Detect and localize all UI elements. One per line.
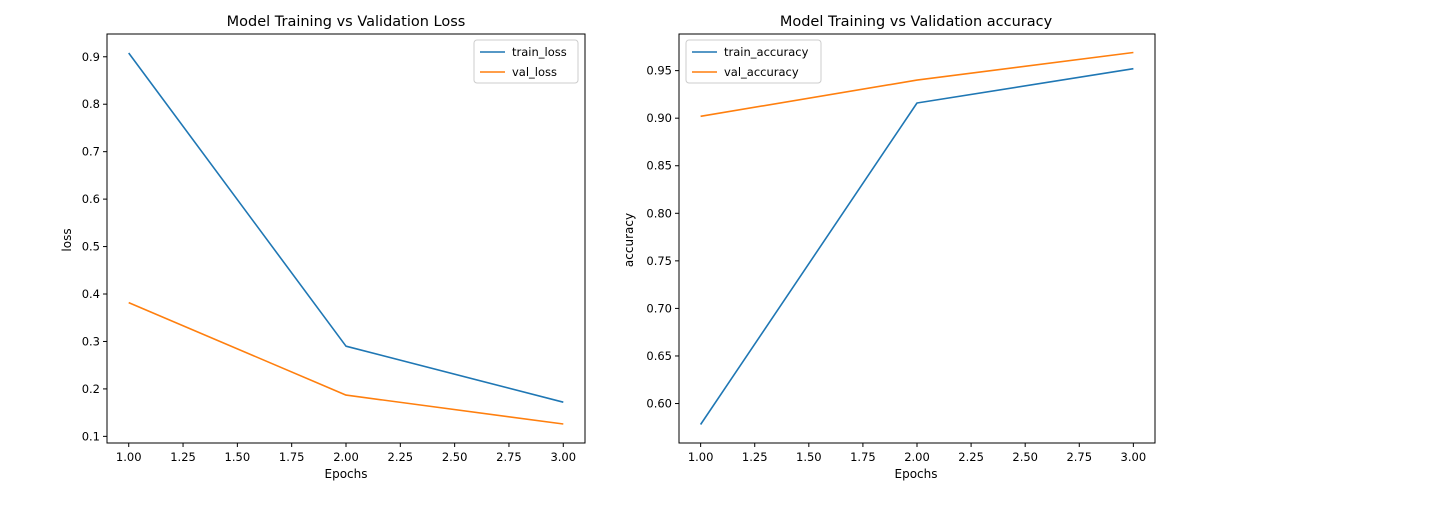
- legend-label: train_accuracy: [724, 45, 809, 59]
- y-tick-label: 0.70: [646, 301, 672, 315]
- series-line-train_accuracy: [699, 67, 1134, 425]
- x-axis-label: Epochs: [895, 467, 938, 481]
- chart-title: Model Training vs Validation accuracy: [780, 14, 1053, 30]
- x-tick-label: 2.25: [958, 450, 984, 464]
- x-axis-label: Epochs: [325, 467, 368, 481]
- chart-title: Model Training vs Validation Loss: [227, 14, 466, 30]
- x-tick-label: 1.50: [225, 450, 251, 464]
- y-tick-label: 0.8: [82, 97, 100, 111]
- x-tick-label: 1.75: [850, 450, 876, 464]
- y-tick-label: 0.5: [82, 240, 100, 254]
- legend-label: train_loss: [512, 45, 567, 59]
- x-tick-label: 2.75: [1066, 450, 1092, 464]
- x-tick-label: 1.50: [796, 450, 822, 464]
- x-tick-label: 1.00: [116, 450, 142, 464]
- y-tick-label: 0.3: [82, 334, 100, 348]
- legend-box: [685, 39, 822, 84]
- axes-frame: [106, 33, 586, 444]
- y-tick-label: 0.90: [646, 111, 672, 125]
- series-line-train_loss: [128, 52, 564, 403]
- y-tick-label: 0.60: [646, 397, 672, 411]
- y-tick-label: 0.2: [82, 382, 100, 396]
- y-tick-label: 0.95: [646, 64, 672, 78]
- accuracy-chart: Model Training vs Validation accuracy 1.…: [622, 14, 1156, 481]
- y-tick-label: 0.85: [646, 159, 672, 173]
- y-tick-label: 0.6: [82, 192, 100, 206]
- x-tick-label: 2.50: [442, 450, 468, 464]
- axes-frame: [678, 33, 1156, 444]
- loss-chart: Model Training vs Validation Loss 1.00 1.…: [60, 14, 586, 481]
- x-tick-label: 2.00: [333, 450, 359, 464]
- x-tick-label: 3.00: [1121, 450, 1147, 464]
- legend-label: val_accuracy: [724, 65, 799, 79]
- x-tick-label: 2.50: [1012, 450, 1038, 464]
- legend: train_accuracy val_accuracy: [685, 39, 822, 84]
- x-tick-label: 1.25: [170, 450, 196, 464]
- series-line-val_accuracy: [700, 51, 1134, 118]
- y-tick-label: 0.7: [82, 145, 100, 159]
- legend: train_loss val_loss: [473, 39, 579, 84]
- x-tick-label: 1.75: [279, 450, 305, 464]
- y-tick-label: 0.65: [646, 349, 672, 363]
- x-tick-label: 2.00: [904, 450, 930, 464]
- y-tick-label: 0.4: [82, 287, 100, 301]
- y-tick-label: 0.80: [646, 206, 672, 220]
- legend-label: val_loss: [512, 65, 557, 79]
- x-tick-label: 3.00: [550, 450, 576, 464]
- x-tick-label: 1.25: [742, 450, 768, 464]
- x-tick-label: 2.25: [388, 450, 414, 464]
- x-tick-label: 2.75: [496, 450, 522, 464]
- x-tick-label: 1.00: [688, 450, 714, 464]
- y-axis-label: loss: [60, 228, 74, 251]
- series-line-val_loss: [128, 301, 564, 425]
- y-axis-label: accuracy: [622, 213, 636, 267]
- y-tick-label: 0.75: [646, 254, 672, 268]
- y-tick-label: 0.9: [82, 50, 100, 64]
- y-tick-label: 0.1: [82, 429, 100, 443]
